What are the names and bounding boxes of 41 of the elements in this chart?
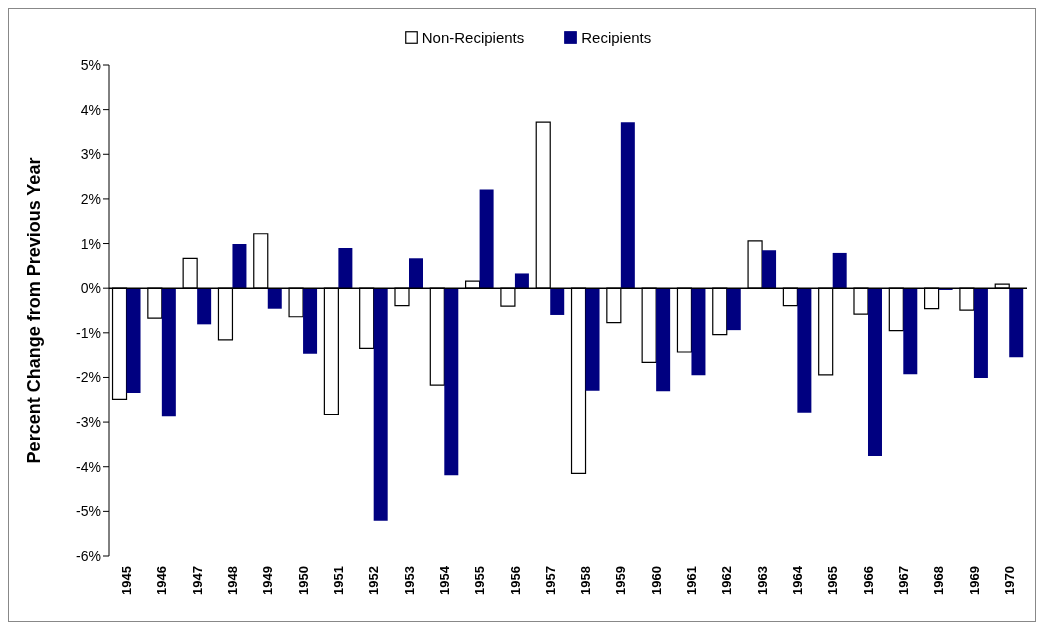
x-tick-label: 1948 xyxy=(225,566,241,595)
x-tick-label: 1964 xyxy=(790,565,805,595)
y-tick-label: -3% xyxy=(76,414,101,431)
x-tick-label: 1959 xyxy=(613,566,629,595)
x-tick-label: 1969 xyxy=(966,566,982,595)
y-tick-label: -5% xyxy=(76,503,101,520)
x-tick-label: 1961 xyxy=(684,566,700,595)
y-tick-label: 4% xyxy=(80,101,101,118)
y-tick-label: -6% xyxy=(76,547,101,564)
legend-label: Non-Recipients xyxy=(421,29,525,46)
x-tick-label: 1958 xyxy=(578,566,594,595)
x-tick-label: 1951 xyxy=(331,566,346,595)
x-tick-label: 1950 xyxy=(295,566,311,595)
x-tick-label: 1956 xyxy=(507,566,523,595)
legend-label: Recipients xyxy=(581,29,652,46)
x-tick-label: 1957 xyxy=(542,566,558,595)
y-tick-label: 2% xyxy=(80,190,101,207)
x-tick-label: 1949 xyxy=(260,566,276,595)
y-tick-label: 3% xyxy=(80,146,101,163)
y-tick-label: 5% xyxy=(80,56,101,73)
x-tick-label: 1946 xyxy=(154,566,170,595)
x-tick-label: 1966 xyxy=(860,566,876,595)
y-tick-label: 0% xyxy=(80,280,101,297)
x-tick-label: 1955 xyxy=(472,566,488,595)
y-tick-label: 1% xyxy=(80,235,101,252)
x-tick-label: 1970 xyxy=(1001,566,1017,595)
x-tick-label: 1954 xyxy=(436,565,452,595)
x-tick-label: 1968 xyxy=(931,566,947,595)
x-tick-label: 1947 xyxy=(189,566,205,595)
y-tick-label: -2% xyxy=(76,369,101,386)
y-axis-title: Percent Change from Previous Year xyxy=(24,157,45,464)
x-tick-label: 1960 xyxy=(648,566,664,595)
y-tick-label: -4% xyxy=(76,458,101,475)
x-tick-label: 1967 xyxy=(895,566,911,595)
x-tick-label: 1963 xyxy=(754,566,770,595)
y-tick-label: -1% xyxy=(76,324,101,341)
x-tick-label: 1962 xyxy=(719,566,735,595)
x-tick-label: 1945 xyxy=(119,566,135,595)
x-tick-label: 1953 xyxy=(401,566,417,595)
x-tick-label: 1952 xyxy=(366,566,382,595)
x-tick-label: 1965 xyxy=(825,566,841,595)
